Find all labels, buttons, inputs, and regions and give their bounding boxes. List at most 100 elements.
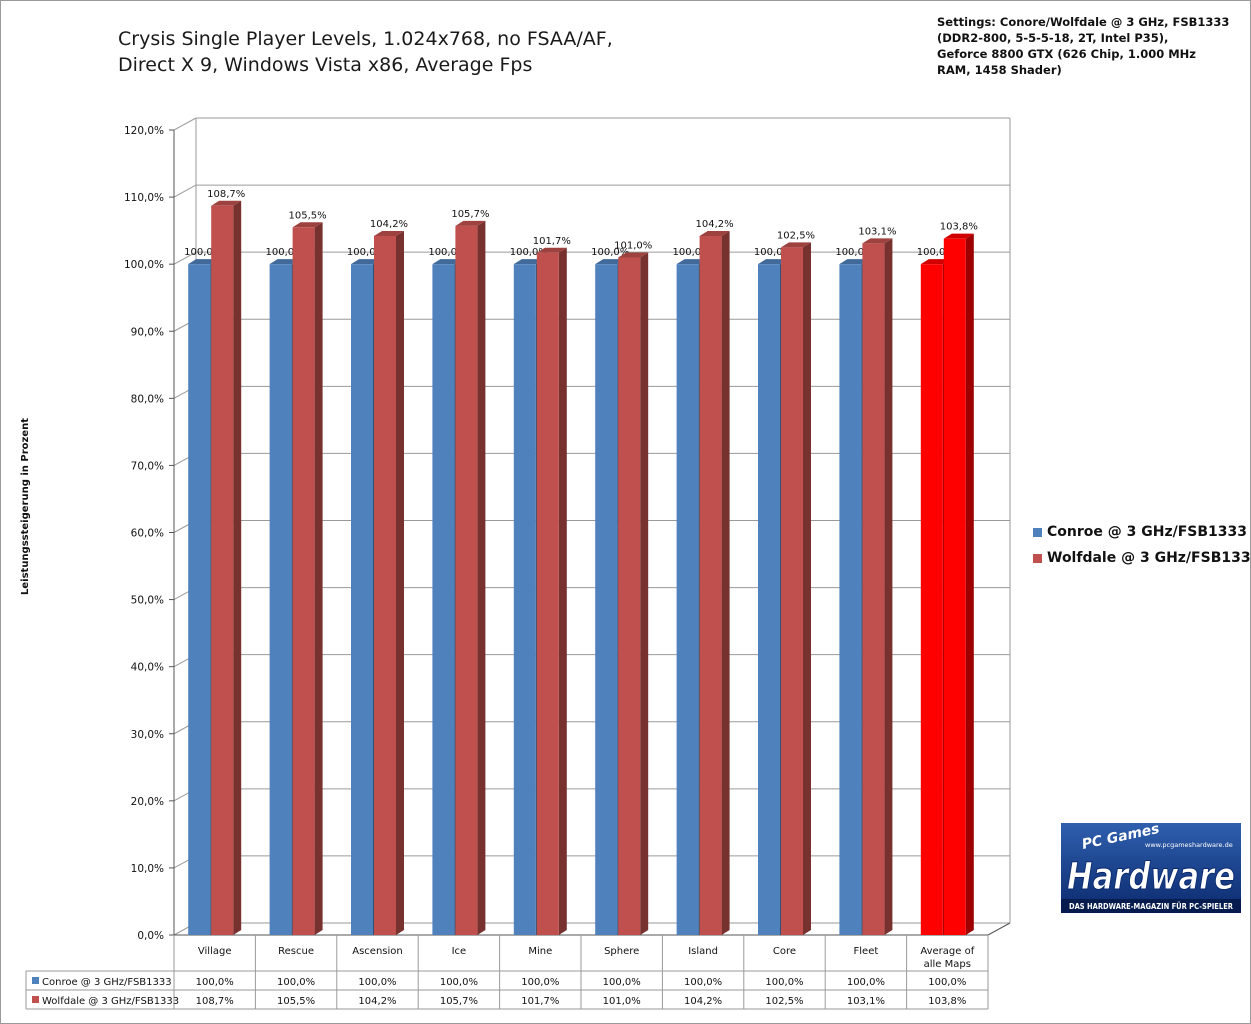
data-label: 100,0% xyxy=(673,247,711,258)
table-cell-value: 101,7% xyxy=(521,996,559,1007)
bar-top xyxy=(699,230,730,236)
y-tick-label: 80,0% xyxy=(131,393,164,405)
bar-top xyxy=(839,259,870,265)
data-label: 100,0% xyxy=(754,247,792,258)
bar xyxy=(269,264,292,936)
bar-top xyxy=(618,252,649,258)
table-cell-value: 100,0% xyxy=(684,977,722,988)
legend-item-conroe: Conroe @ 3 GHz/FSB1333 xyxy=(1033,519,1251,545)
bar xyxy=(351,264,373,936)
y-tick-label: 10,0% xyxy=(131,863,164,875)
bar-top xyxy=(455,220,486,226)
data-label: 100,0% xyxy=(266,247,304,258)
bar xyxy=(943,238,966,936)
y-tick-label: 60,0% xyxy=(131,528,164,540)
x-category-label: Island xyxy=(688,946,718,957)
bar xyxy=(676,264,699,936)
bar xyxy=(839,264,862,936)
data-label: 105,7% xyxy=(451,209,489,220)
x-category-label: Sphere xyxy=(604,946,639,957)
bar-side xyxy=(314,222,323,936)
settings-line-1: Settings: Conore/Wolfdale @ 3 GHz, FSB13… xyxy=(937,15,1230,29)
y-tick-label: 120,0% xyxy=(124,125,164,137)
bar xyxy=(292,227,315,936)
table-cell-value: 100,0% xyxy=(358,977,396,988)
table-series-name: Conroe @ 3 GHz/FSB1333 xyxy=(42,977,172,988)
chart-title-line-2: Direct X 9, Windows Vista x86, Average F… xyxy=(118,54,533,76)
y-tick-label: 30,0% xyxy=(131,729,164,741)
bar xyxy=(920,264,943,936)
bar-side xyxy=(558,247,567,935)
x-category-label: Rescue xyxy=(278,946,314,957)
pcgh-logo: PC Games www.pcgameshardware.de Hardware… xyxy=(1061,823,1241,913)
legend-label-wolfdale: Wolfdale @ 3 GHz/FSB1333 xyxy=(1047,550,1251,566)
logo-big-text: Hardware xyxy=(1067,855,1235,898)
table-cell-value: 100,0% xyxy=(521,977,559,988)
data-label: 104,2% xyxy=(696,219,734,230)
legend-swatch-wolfdale xyxy=(1033,553,1042,563)
bar-side xyxy=(233,200,242,935)
table-cell-value: 100,0% xyxy=(603,977,641,988)
table-cell-value: 104,2% xyxy=(684,996,722,1007)
bar xyxy=(595,264,618,936)
data-label: 100,0% xyxy=(917,247,955,258)
table-cell-value: 108,7% xyxy=(196,996,234,1007)
floor-edge xyxy=(987,922,1011,936)
table-cell-value: 100,0% xyxy=(440,977,478,988)
gridline-side xyxy=(173,184,197,198)
y-tick-label: 100,0% xyxy=(124,259,164,271)
x-category-label: Mine xyxy=(528,946,552,957)
data-label: 100,0% xyxy=(835,247,873,258)
table-cell-value: 103,8% xyxy=(928,996,966,1007)
bar xyxy=(758,264,780,936)
bar xyxy=(781,247,803,936)
table-series-name: Wolfdale @ 3 GHz/FSB1333 xyxy=(42,996,179,1007)
bar-side xyxy=(884,238,893,935)
table-cell-value: 100,0% xyxy=(765,977,803,988)
legend-item-wolfdale: Wolfdale @ 3 GHz/FSB1333 xyxy=(1033,545,1251,571)
bar xyxy=(188,264,211,936)
table-cell-value: 102,5% xyxy=(765,996,803,1007)
bar-top xyxy=(211,200,242,206)
y-tick-label: 0,0% xyxy=(137,930,164,942)
data-label: 101,0% xyxy=(614,240,652,251)
bar xyxy=(455,225,478,935)
data-label: 100,0% xyxy=(428,247,466,258)
logo-tagline: DAS HARDWARE-MAGAZIN FÜR PC-SPIELER xyxy=(1069,902,1233,911)
bar-top xyxy=(374,230,404,236)
y-tick-label: 50,0% xyxy=(131,595,164,607)
x-category-label: Average of xyxy=(920,946,974,957)
chart-title-line-1: Crysis Single Player Levels, 1.024x768, … xyxy=(118,28,613,50)
gridline-side xyxy=(173,251,197,265)
table-cell-value: 103,1% xyxy=(847,996,885,1007)
data-label: 100,0% xyxy=(347,247,385,258)
data-label: 100,0% xyxy=(510,247,548,258)
bar-side xyxy=(721,230,730,935)
table-legend-swatch xyxy=(32,996,39,1003)
bar-top xyxy=(432,259,463,265)
bar-top xyxy=(188,259,219,265)
bar-side xyxy=(965,233,974,936)
y-tick-label: 90,0% xyxy=(131,326,164,338)
bar-top xyxy=(781,242,811,248)
bar-top xyxy=(862,238,893,244)
x-category-label: Village xyxy=(198,946,232,957)
table-cell-value: 104,2% xyxy=(358,996,396,1007)
bar-top xyxy=(676,259,707,265)
bar-top xyxy=(269,259,300,265)
bar-top xyxy=(513,259,544,265)
logo-url: www.pcgameshardware.de xyxy=(1145,841,1233,849)
bar-side xyxy=(640,252,649,936)
bar-side xyxy=(803,242,811,936)
bar xyxy=(374,235,396,935)
table-cell-value: 100,0% xyxy=(277,977,315,988)
data-label: 100,0% xyxy=(184,247,222,258)
settings-note: Settings: Conore/Wolfdale @ 3 GHz, FSB13… xyxy=(937,14,1229,78)
settings-line-3: Geforce 8800 GTX (626 Chip, 1.000 MHz xyxy=(937,47,1196,61)
bar xyxy=(618,257,641,935)
bar-top xyxy=(943,233,974,239)
data-label: 108,7% xyxy=(207,189,245,200)
bar xyxy=(536,252,559,935)
x-category-label: Fleet xyxy=(854,946,879,957)
bar-side xyxy=(477,220,486,935)
